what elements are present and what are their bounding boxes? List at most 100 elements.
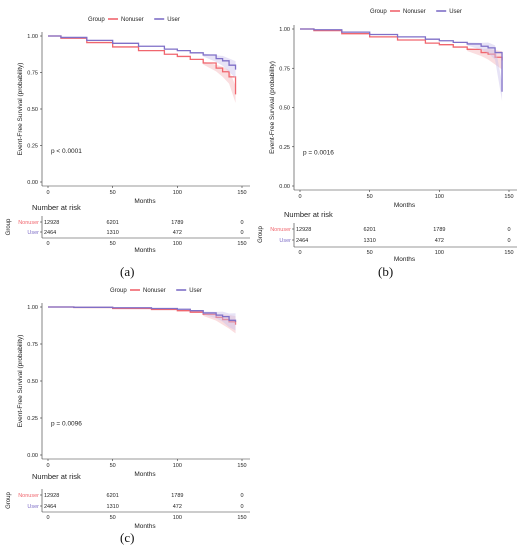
risk-cell: 1310	[364, 238, 376, 244]
risk-row-label-user: User	[27, 230, 39, 236]
risk-cell: 0	[507, 227, 510, 233]
risk-cell: 1310	[107, 230, 119, 236]
x-tick-label: 50	[110, 190, 116, 196]
legend-label-user: User	[449, 9, 462, 15]
ci-band-nonuser	[203, 312, 236, 334]
y-tick-label: 0.25	[27, 144, 38, 150]
y-tick-label: 0.75	[27, 71, 38, 77]
p-value: p = 0.0096	[51, 420, 82, 427]
panel-a: Group Nonuser User 0.00 0.25 0.50 0.75 1.00 0 50 1…	[0, 0, 263, 290]
legend-label-nonuser: Nonuser	[403, 9, 426, 15]
ci-band-nonuser	[467, 47, 503, 70]
risk-cell: 1789	[433, 227, 445, 233]
risk-x-tick-label: 150	[237, 241, 246, 247]
caption-c: (c)	[120, 530, 135, 545]
legend-label-nonuser: Nonuser	[143, 288, 166, 294]
y-tick-label: 0.25	[279, 145, 290, 151]
risk-x-tick-label: 50	[367, 250, 373, 256]
legend-label-user: User	[167, 17, 180, 23]
risk-cell: 12928	[296, 227, 311, 233]
risk-cell: 6201	[364, 227, 376, 233]
panel-b: Group Nonuser User 0.00 0.25 0.50 0.75 1.00 0 50 1…	[255, 0, 526, 290]
risk-cell: 1310	[107, 504, 119, 510]
risk-cell: 472	[173, 504, 182, 510]
y-tick-label: 0.25	[27, 416, 38, 422]
ci-band-user	[467, 42, 503, 101]
risk-table-title: Number at risk	[284, 210, 333, 219]
risk-row-label-nonuser: Nonuser	[18, 220, 39, 226]
y-tick-label: 1.00	[279, 27, 290, 33]
x-tick-label: 50	[110, 463, 116, 469]
y-tick-label: 0.00	[27, 453, 38, 459]
x-tick-label: 0	[298, 194, 301, 200]
p-value: p < 0.0001	[51, 148, 82, 155]
risk-cell: 0	[240, 220, 243, 226]
risk-x-tick-label: 50	[110, 241, 116, 247]
p-value: p = 0.0016	[303, 150, 334, 157]
y-axis-label: Event-Free Survival (probability)	[17, 335, 24, 428]
risk-cell: 6201	[107, 493, 119, 499]
km-chart-c: Group Nonuser User 0.00 0.25 0.50 0.75 1.00 0 50 1…	[6, 288, 250, 530]
risk-x-tick-label: 0	[298, 250, 301, 256]
survival-curve-user	[48, 306, 237, 322]
legend-label-user: User	[189, 288, 202, 294]
ci-band-user	[203, 53, 236, 79]
x-axis-label: Months	[134, 471, 156, 478]
survival-curve-nonuser	[300, 28, 503, 61]
risk-cell: 2464	[44, 504, 56, 510]
risk-row-label-user: User	[27, 504, 39, 510]
risk-x-tick-label: 0	[46, 241, 49, 247]
risk-x-tick-label: 100	[173, 515, 182, 521]
x-tick-label: 0	[46, 463, 49, 469]
legend-title: Group	[88, 17, 105, 23]
y-tick-label: 0.75	[279, 66, 290, 72]
risk-row-label-nonuser: Nonuser	[270, 227, 291, 233]
survival-curve-user	[48, 35, 237, 70]
risk-cell: 12928	[44, 220, 59, 226]
risk-row-label-nonuser: Nonuser	[18, 493, 39, 499]
y-tick-label: 1.00	[27, 305, 38, 311]
risk-cell: 6201	[107, 220, 119, 226]
risk-table-title: Number at risk	[32, 472, 81, 481]
x-tick-label: 150	[237, 463, 246, 469]
survival-curve-nonuser	[48, 35, 237, 95]
risk-cell: 0	[240, 493, 243, 499]
legend-title: Group	[110, 288, 127, 294]
x-tick-label: 150	[237, 190, 246, 196]
risk-cell: 1789	[171, 220, 183, 226]
y-axis-label: Event-Free Survival (probability)	[269, 61, 276, 154]
risk-cell: 472	[435, 238, 444, 244]
y-tick-label: 0.00	[279, 184, 290, 190]
risk-table-title: Number at risk	[32, 203, 81, 212]
risk-x-axis-label: Months	[394, 256, 416, 263]
x-tick-label: 100	[173, 190, 182, 196]
risk-cell: 472	[173, 230, 182, 236]
caption-b: (b)	[378, 264, 394, 279]
legend-title: Group	[370, 9, 387, 15]
caption-a: (a)	[120, 264, 135, 279]
y-tick-label: 1.00	[27, 34, 38, 40]
y-tick-label: 0.50	[27, 379, 38, 385]
x-tick-label: 150	[504, 194, 513, 200]
risk-x-tick-label: 100	[435, 250, 444, 256]
x-tick-label: 0	[46, 190, 49, 196]
risk-cell: 0	[507, 238, 510, 244]
risk-cell: 1789	[171, 493, 183, 499]
risk-cell: 2464	[296, 238, 308, 244]
risk-table-ylabel: Group	[6, 492, 12, 509]
km-chart-a: Group Nonuser User 0.00 0.25 0.50 0.75 1.00 0 50 1…	[6, 17, 250, 254]
survival-curve-user	[300, 28, 503, 92]
x-tick-label: 100	[435, 194, 444, 200]
legend-label-nonuser: Nonuser	[121, 17, 144, 23]
risk-table-ylabel: Group	[258, 226, 264, 243]
risk-x-tick-label: 150	[504, 250, 513, 256]
panel-c: Group Nonuser User 0.00 0.25 0.50 0.75 1.00 0 50 1…	[0, 280, 263, 550]
risk-x-tick-label: 150	[237, 515, 246, 521]
y-tick-label: 0.75	[27, 342, 38, 348]
km-chart-b: Group Nonuser User 0.00 0.25 0.50 0.75 1.00 0 50 1…	[258, 9, 517, 263]
risk-cell: 2464	[44, 230, 56, 236]
x-tick-label: 50	[367, 194, 373, 200]
risk-x-tick-label: 50	[110, 515, 116, 521]
y-tick-label: 0.00	[27, 180, 38, 186]
x-axis-label: Months	[134, 198, 156, 205]
